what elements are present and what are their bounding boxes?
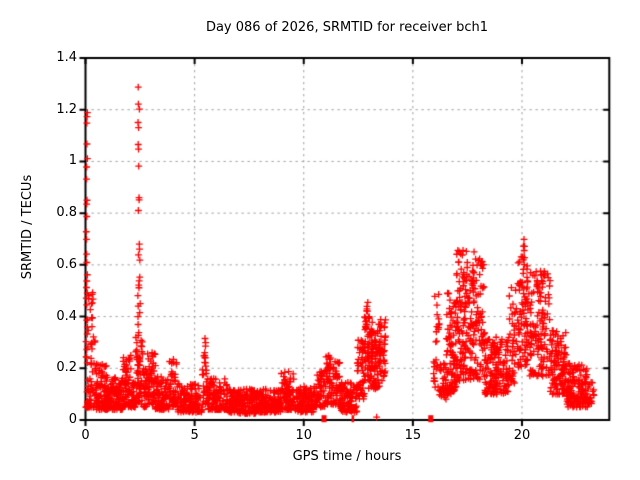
- y-tick-label: 0.2: [56, 360, 77, 376]
- y-tick-label: 0.6: [56, 256, 77, 272]
- x-tick-label: 0: [81, 428, 90, 443]
- y-tick-label: 0.8: [56, 205, 77, 221]
- x-tick-label: 10: [295, 428, 313, 443]
- y-tick-label: 1: [68, 153, 77, 169]
- y-tick-label: 1.2: [56, 101, 77, 117]
- y-tick-label: 0.4: [56, 308, 77, 324]
- x-tick-label: 5: [190, 428, 199, 443]
- chart-title: Day 086 of 2026, SRMTID for receiver bch…: [205, 20, 489, 35]
- x-axis-label: GPS time / hours: [292, 449, 402, 464]
- y-tick-label: 1.4: [56, 50, 77, 65]
- y-tick-label: 0: [68, 412, 77, 427]
- x-tick-label: 20: [513, 428, 531, 443]
- x-tick-label: 15: [404, 428, 422, 443]
